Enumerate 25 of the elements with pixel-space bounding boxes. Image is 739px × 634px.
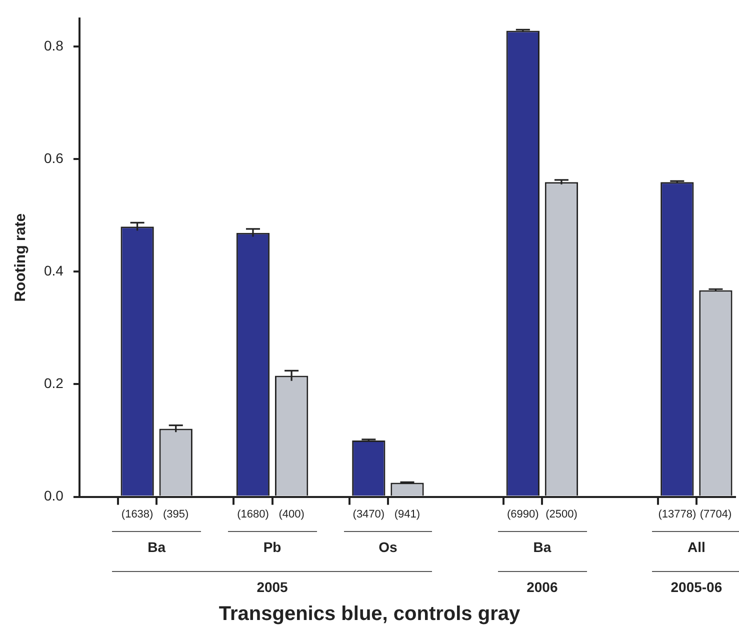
text: Os (378, 538, 398, 555)
text: All (687, 538, 706, 555)
text: Ba (533, 538, 552, 555)
x-tick-label: (2500) (546, 508, 578, 520)
text: 2005 (256, 578, 288, 595)
x-tick-label: (3470) (352, 508, 385, 520)
x-tick-label: (13778) (658, 508, 696, 520)
x-tick-label: (395) (163, 508, 189, 520)
x-tick-label: (7704) (700, 508, 732, 520)
text: 2006 (526, 578, 558, 595)
x-axis-title: Transgenics blue, controls gray (218, 602, 522, 626)
x-tick-label: (941) (394, 508, 420, 520)
y-tick-label: 0.6 (44, 150, 64, 166)
x-tick-label: (1680) (237, 508, 269, 520)
y-tick-label: 0.8 (44, 37, 64, 54)
y-tick-label: 0.0 (44, 488, 64, 504)
text: Ba (148, 538, 166, 555)
x-tick-label: (400) (278, 508, 304, 520)
x-tick-label: (6990) (507, 508, 539, 520)
y-axis-title: Rooting rate (12, 213, 30, 302)
text: 2005-06 (670, 578, 722, 595)
x-tick-label: (1638) (121, 508, 154, 520)
y-tick-label: 0.2 (44, 375, 64, 392)
text: Pb (263, 538, 282, 555)
y-tick-label: 0.4 (44, 262, 64, 279)
